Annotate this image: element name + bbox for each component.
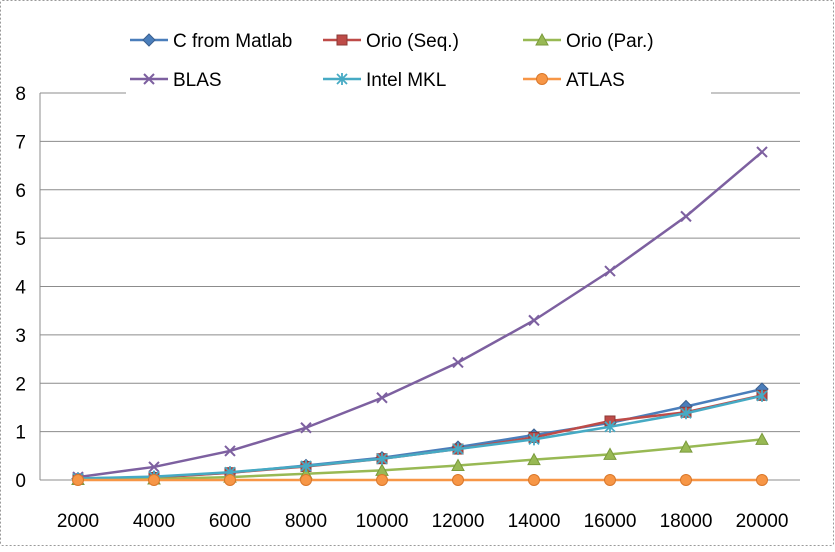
data-point-marker (376, 474, 388, 486)
legend-label: Orio (Par.) (566, 31, 654, 52)
x-tick-label: 18000 (660, 511, 713, 532)
legend-label: Orio (Seq.) (366, 31, 459, 52)
legend-item: ATLAS (523, 70, 625, 91)
y-tick-label: 6 (15, 181, 26, 202)
x-tick-label: 2000 (57, 511, 99, 532)
data-point-marker (680, 210, 692, 223)
x-tick-label: 4000 (133, 511, 175, 532)
data-point-marker (535, 32, 549, 46)
x-tick-label: 16000 (584, 511, 637, 532)
data-point-marker (604, 420, 616, 433)
axes: 0 1 2 3 4 5 6 7 8 2000 4000 6000 8000 10000 12000 14000… (15, 84, 800, 532)
legend-label: C from Matlab (173, 31, 292, 52)
data-point-marker (148, 474, 160, 486)
x-tick-label: 20000 (736, 511, 789, 532)
legend-item: Intel MKL (323, 70, 446, 91)
x-tick-label: 12000 (432, 511, 485, 532)
data-point-marker (376, 452, 388, 465)
legend-background (126, 24, 711, 101)
data-point-marker (336, 34, 348, 46)
y-tick-label: 0 (15, 471, 26, 492)
legend-item: BLAS (130, 70, 222, 91)
data-point-marker (143, 73, 155, 85)
data-point-marker (528, 314, 540, 327)
legend-item: Orio (Par.) (523, 31, 654, 52)
y-tick-label: 5 (15, 229, 26, 250)
y-tick-label: 1 (15, 423, 26, 444)
data-point-marker (604, 474, 616, 486)
series-group (71, 146, 769, 486)
data-point-marker (527, 452, 541, 466)
data-point-marker (148, 461, 160, 473)
data-point-marker (300, 459, 312, 472)
series-atlas (72, 474, 768, 486)
data-point-marker (755, 432, 769, 445)
data-point-marker (756, 474, 768, 486)
series-blas (72, 146, 768, 483)
legend-label: Intel MKL (366, 70, 446, 91)
legend: C from Matlab Orio (Seq.) Orio (Par.) BLAS I… (126, 24, 711, 101)
data-point-marker (452, 474, 464, 486)
series-line (77, 151, 763, 479)
x-tick-label: 6000 (209, 511, 251, 532)
series-line (77, 438, 763, 481)
data-point-marker (680, 474, 692, 486)
data-point-marker (603, 447, 617, 460)
legend-label: BLAS (173, 70, 222, 91)
y-tick-label: 3 (15, 326, 26, 347)
y-tick-label: 8 (15, 84, 26, 105)
data-point-marker (300, 422, 312, 434)
data-point-marker (72, 474, 84, 486)
y-tick-label: 7 (15, 132, 26, 153)
legend-item: Orio (Seq.) (323, 31, 459, 52)
data-point-marker (536, 73, 548, 85)
series-line (77, 394, 763, 480)
x-tick-label: 10000 (356, 511, 409, 532)
legend-label: ATLAS (566, 70, 625, 91)
y-tick-label: 4 (15, 278, 26, 299)
data-point-marker (300, 474, 312, 486)
data-point-marker (451, 458, 465, 471)
data-point-marker (224, 445, 236, 457)
data-point-marker (336, 73, 348, 85)
y-tick-label: 2 (15, 374, 26, 395)
data-point-marker (756, 146, 768, 158)
data-point-marker (224, 474, 236, 486)
data-point-marker (452, 356, 464, 369)
data-point-marker (679, 440, 693, 453)
legend-item: C from Matlab (130, 31, 292, 52)
data-point-marker (142, 33, 156, 47)
x-tick-label: 8000 (285, 511, 327, 532)
data-point-marker (604, 265, 616, 277)
data-point-marker (756, 389, 768, 402)
data-point-marker (680, 407, 692, 420)
data-point-marker (528, 474, 540, 486)
data-point-marker (376, 392, 388, 404)
data-point-marker (452, 443, 464, 456)
x-tick-label: 14000 (508, 511, 561, 532)
data-point-marker (528, 433, 540, 446)
